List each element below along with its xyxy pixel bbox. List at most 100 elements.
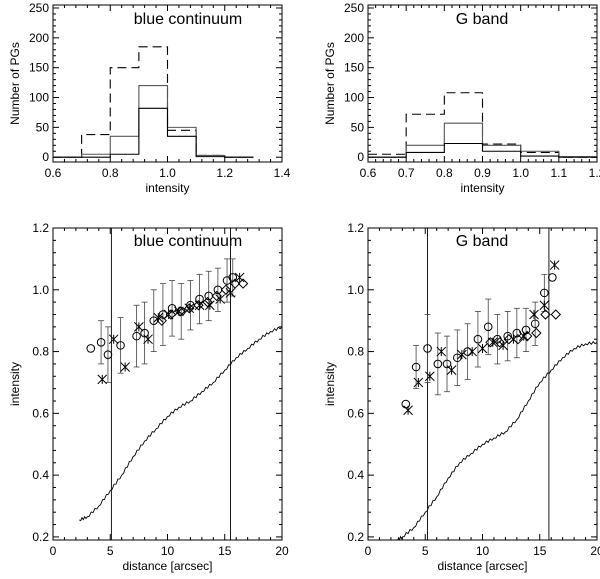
- circle-point: [453, 353, 462, 363]
- y-axis-title: intensity: [323, 362, 337, 406]
- x-tick-label: 0.7: [398, 166, 415, 180]
- diamond-point: [512, 334, 524, 345]
- asterisk-point: [97, 374, 108, 385]
- diamond-point: [540, 309, 551, 320]
- circle-point: [96, 337, 106, 347]
- circle-point: [132, 331, 141, 341]
- diamond-point: [237, 278, 249, 289]
- circle-point: [463, 347, 472, 356]
- plot-area: [368, 92, 597, 158]
- x-tick-label: 1.4: [274, 166, 291, 180]
- y-tick-label: 100: [344, 91, 364, 105]
- y-tick-label: 0: [42, 150, 49, 164]
- diamond-point: [193, 300, 204, 311]
- asterisk-point: [549, 260, 560, 270]
- asterisk-point: [143, 334, 153, 345]
- asterisk-point: [467, 346, 478, 357]
- x-axis-title: distance [arcsec]: [122, 559, 212, 573]
- asterisk-point: [518, 331, 529, 341]
- asterisk-point: [153, 312, 164, 323]
- diamond-point: [550, 309, 561, 320]
- circle-point: [103, 350, 113, 359]
- diamond-point: [202, 296, 213, 308]
- asterisk-point: [413, 377, 424, 388]
- intensity-profile-line: [79, 326, 282, 522]
- plot-frame: [367, 227, 598, 541]
- histogram-series-black: [368, 142, 597, 158]
- diamond-point: [220, 284, 232, 295]
- x-tick-label: 0.6: [360, 166, 377, 180]
- diamond-point: [165, 309, 177, 320]
- asterisk-point: [184, 303, 195, 314]
- asterisk-point: [436, 346, 447, 357]
- histogram-series-gray: [368, 122, 597, 158]
- y-tick-label: 250: [29, 1, 49, 15]
- y-tick-label: 1.2: [347, 221, 364, 235]
- x-axis-title: intensity: [460, 181, 504, 195]
- x-tick-label: 10: [476, 544, 490, 558]
- circle-point: [548, 273, 557, 282]
- diamond-point: [156, 315, 167, 326]
- circle-point: [116, 341, 125, 350]
- panel-prof-g: 0 5 10 15 20 0.2 0.4 0.6 0.8 1.0 1.2 distance [arcs…: [323, 221, 600, 573]
- x-tick-label: 1.0: [512, 166, 529, 180]
- circle-point: [86, 344, 96, 353]
- y-tick-label: 50: [351, 120, 365, 134]
- diamond-point: [494, 337, 505, 348]
- x-tick-label: 5: [107, 544, 114, 558]
- y-tick-label: 0.4: [347, 468, 364, 482]
- asterisk-point: [477, 343, 488, 354]
- x-tick-label: 1.1: [550, 166, 567, 180]
- y-axis-title: Number of PGs: [323, 42, 337, 125]
- asterisk-point: [498, 340, 508, 351]
- y-tick-label: 150: [344, 61, 364, 75]
- y-tick-label: 200: [29, 31, 49, 45]
- intensity-profile-line: [396, 340, 597, 540]
- y-tick-label: 0.2: [347, 530, 364, 544]
- panel-hist-blue: 0.6 0.8 1.0 1.2 1.4 0 50 100 150 200 250 intensity N…: [8, 1, 291, 195]
- x-tick-label: 0.8: [102, 166, 119, 180]
- diamond-point: [211, 290, 222, 302]
- circle-point: [411, 362, 421, 372]
- histogram-series-dashed: [53, 46, 254, 158]
- x-axis-title: distance [arcsec]: [437, 559, 527, 573]
- y-tick-label: 0.6: [32, 406, 49, 420]
- x-tick-label: 1.2: [216, 166, 233, 180]
- y-tick-label: 200: [344, 31, 364, 45]
- panel-prof-blue: 0 5 10 15 20 0.2 0.4 0.6 0.8 1.0 1.2 distance [arcs…: [8, 221, 289, 573]
- circle-point: [433, 359, 443, 369]
- circle-point: [442, 359, 452, 369]
- asterisk-point: [108, 334, 119, 345]
- asterisk-point: [457, 349, 467, 360]
- y-tick-label: 1.2: [32, 221, 49, 235]
- plot-frame: [52, 227, 283, 541]
- diamond-point: [485, 337, 496, 348]
- asterisk-point: [487, 337, 498, 348]
- y-tick-label: 0.8: [32, 345, 49, 359]
- asterisk-point: [215, 294, 226, 304]
- panel-title: blue continuum: [134, 233, 243, 250]
- x-tick-label: 15: [533, 544, 547, 558]
- x-tick-label: 0.8: [436, 166, 453, 180]
- panel-hist-g: 0.6 0.7 0.8 0.9 1.0 1.1 1.2 0 50 100 150 200 250 inte…: [323, 1, 600, 195]
- asterisk-point: [424, 371, 435, 382]
- y-tick-label: 150: [29, 61, 49, 75]
- y-tick-label: 0.2: [32, 530, 49, 544]
- asterisk-point: [134, 321, 144, 332]
- x-tick-label: 15: [218, 544, 232, 558]
- diamond-point: [503, 334, 515, 345]
- y-tick-label: 0.8: [347, 345, 364, 359]
- circle-point: [473, 334, 483, 344]
- asterisk-point: [446, 365, 457, 375]
- plot-area: [53, 46, 254, 158]
- diamond-point: [521, 330, 533, 342]
- plot-area: [396, 228, 597, 540]
- asterisk-point: [403, 405, 413, 416]
- y-tick-label: 250: [344, 1, 364, 15]
- x-tick-label: 20: [275, 544, 289, 558]
- x-tick-label: 10: [161, 544, 175, 558]
- diamond-point: [174, 306, 186, 317]
- y-tick-label: 0: [357, 150, 364, 164]
- y-tick-label: 1.0: [32, 283, 49, 297]
